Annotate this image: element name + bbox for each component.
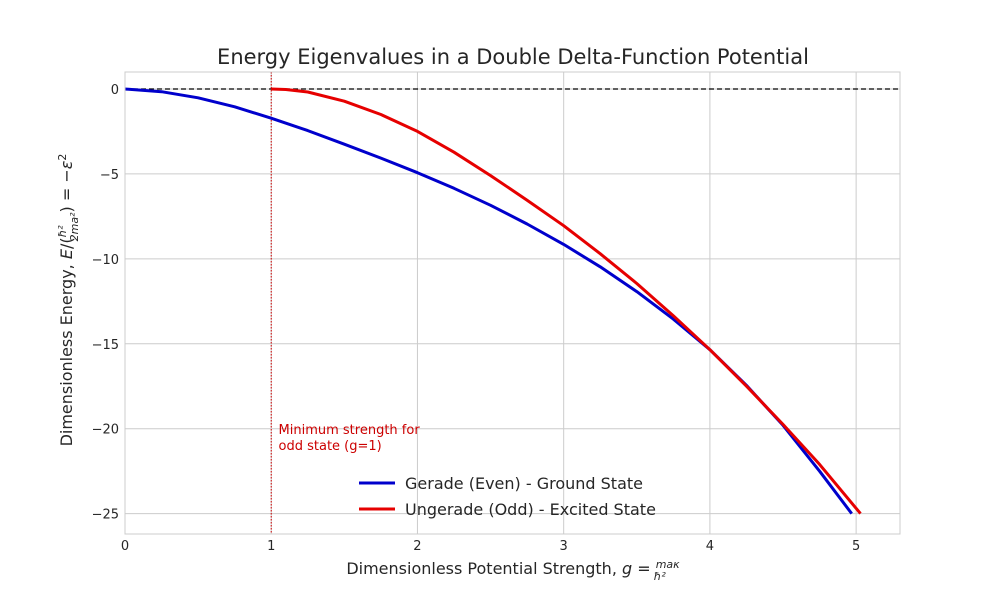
x-tick-label: 5 (852, 539, 860, 554)
annotation-line-1: Minimum strength for (279, 423, 421, 438)
annotation-line-2: odd state (g=1) (279, 439, 382, 454)
y-tick-label: 0 (111, 83, 119, 98)
legend: Gerade (Even) - Ground State Ungerade (O… (359, 474, 656, 519)
chart-title: Energy Eigenvalues in a Double Delta-Fun… (217, 45, 809, 69)
y-ticks: 0 −5 −10 −15 −20 −25 (92, 83, 119, 523)
y-tick-label: −15 (92, 338, 119, 353)
y-tick-label: −10 (92, 253, 119, 268)
y-axis-label: Dimensionless Energy, E/(ħ²2ma²) = −ε2 (56, 154, 81, 447)
x-axis-label: Dimensionless Potential Strength, g = ma… (346, 558, 680, 583)
x-ticks: 0 1 2 3 4 5 (121, 539, 860, 554)
legend-label-ungerade: Ungerade (Odd) - Excited State (405, 500, 656, 519)
x-tick-label: 1 (267, 539, 275, 554)
plot-frame (124, 71, 901, 535)
x-tick-label: 2 (413, 539, 421, 554)
legend-label-gerade: Gerade (Even) - Ground State (405, 474, 643, 493)
series-line-ungerade (271, 87, 862, 515)
series-group (124, 87, 862, 515)
grid (124, 72, 900, 534)
x-tick-label: 3 (560, 539, 568, 554)
x-tick-label: 4 (706, 539, 714, 554)
y-tick-label: −5 (100, 168, 119, 183)
y-tick-label: −20 (92, 423, 119, 438)
series-line-gerade (124, 87, 853, 515)
reference-lines (125, 72, 900, 534)
x-tick-label: 0 (121, 539, 129, 554)
y-tick-label: −25 (92, 508, 119, 523)
